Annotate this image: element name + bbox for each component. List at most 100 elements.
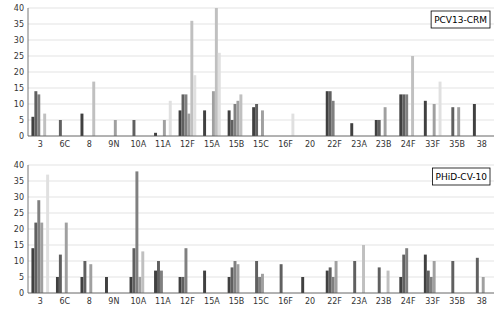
x-tick-label: 23B (376, 140, 392, 149)
bar (476, 258, 479, 293)
y-tick-label: 5 (19, 273, 24, 282)
bar (261, 274, 264, 293)
x-tick-label: 38 (477, 140, 487, 149)
y-tick-label: 0 (19, 132, 24, 141)
y-tick-label: 30 (14, 36, 24, 45)
bar (239, 94, 242, 136)
y-tick-label: 15 (14, 241, 24, 250)
bar (184, 248, 187, 293)
bar (114, 120, 117, 136)
bar (261, 110, 264, 136)
bar (160, 271, 163, 293)
bar (291, 114, 294, 136)
grid-line (28, 24, 494, 25)
bar (132, 248, 135, 293)
bar (105, 277, 108, 293)
bar (154, 133, 157, 136)
x-tick-label: 8 (87, 140, 92, 149)
x-tick-label: 24F (401, 140, 416, 149)
x-tick-label: 15C (253, 140, 269, 149)
bar (65, 223, 68, 293)
grid-line (28, 88, 494, 89)
bar (482, 277, 485, 293)
bar (375, 120, 378, 136)
y-axis (28, 8, 29, 136)
bar (378, 120, 381, 136)
bar (46, 175, 49, 293)
x-tick-label: 38 (477, 297, 487, 306)
bar (326, 271, 329, 293)
y-tick-label: 40 (14, 4, 24, 13)
bar (59, 255, 62, 293)
bar (451, 261, 454, 293)
y-tick-label: 25 (14, 209, 24, 218)
panel: 051015202530354036C89N10A11A12F15A15B15C… (14, 161, 494, 306)
bar (130, 277, 133, 293)
bar (193, 75, 196, 136)
x-tick-label: 22F (327, 297, 342, 306)
x-tick-label: 33F (425, 140, 440, 149)
x-tick-label: 16F (278, 297, 293, 306)
x-tick-label: 35B (449, 140, 465, 149)
bar (37, 94, 40, 136)
y-tick-label: 30 (14, 193, 24, 202)
bar (405, 248, 408, 293)
bar (31, 117, 34, 136)
bar (228, 110, 231, 136)
x-tick-label: 6C (59, 140, 70, 149)
bar (427, 271, 430, 293)
bar (83, 261, 86, 293)
bar (43, 114, 46, 136)
bar (228, 277, 231, 293)
bar (252, 107, 255, 136)
x-tick-label: 11A (155, 140, 171, 149)
bar (203, 271, 206, 293)
x-tick-label: 23A (351, 140, 367, 149)
bar (190, 21, 193, 136)
y-tick-label: 5 (19, 116, 24, 125)
bar (212, 91, 215, 136)
bar (457, 107, 460, 136)
bar (433, 104, 436, 136)
bar (399, 277, 402, 293)
bar (439, 82, 442, 136)
grid-line (28, 165, 494, 166)
bar (37, 200, 40, 293)
grid-line (28, 181, 494, 182)
bar (387, 271, 390, 293)
x-tick-label: 24F (401, 297, 416, 306)
bar (329, 91, 332, 136)
bars (31, 8, 475, 136)
x-tick-label: 20 (305, 140, 315, 149)
x-tick-label: 3 (38, 297, 43, 306)
bar (433, 261, 436, 293)
x-tick-label: 3 (38, 140, 43, 149)
bar (329, 267, 332, 293)
y-tick-label: 10 (14, 100, 24, 109)
bar (56, 277, 59, 293)
bar (203, 110, 206, 136)
bar (179, 110, 182, 136)
bar (132, 120, 135, 136)
x-tick-label: 15A (204, 140, 220, 149)
bar (231, 267, 234, 293)
x-tick-label: 9N (108, 297, 119, 306)
y-tick-label: 20 (14, 225, 24, 234)
bar (135, 171, 138, 293)
bar (255, 104, 258, 136)
bar (89, 264, 92, 293)
x-tick-label: 16F (278, 140, 293, 149)
panel-title: PHiD-CV-10 (436, 172, 488, 182)
x-tick-label: 8 (87, 297, 92, 306)
grid-line (28, 40, 494, 41)
bar (402, 94, 405, 136)
bar (141, 251, 144, 293)
bar (236, 264, 239, 293)
y-tick-label: 35 (14, 177, 24, 186)
grid-line (28, 56, 494, 57)
x-tick-label: 35B (449, 297, 465, 306)
bar (157, 261, 160, 293)
x-tick-label: 22F (327, 140, 342, 149)
panel-label-box (433, 168, 491, 185)
grid-line (28, 245, 494, 246)
